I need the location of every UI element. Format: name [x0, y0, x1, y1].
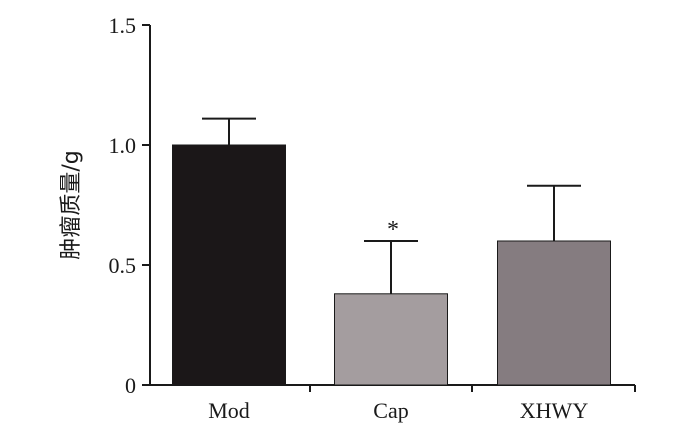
y-tick-label: 0.5 — [109, 253, 137, 278]
y-axis-title: 肿瘤质量/g — [59, 150, 84, 259]
x-tick-label: XHWY — [520, 398, 589, 423]
y-tick-label: 1.0 — [109, 133, 137, 158]
y-tick-label: 0 — [125, 373, 136, 398]
annotations: * — [387, 217, 399, 243]
bar-mod — [172, 144, 286, 386]
significance-marker: * — [387, 217, 399, 243]
y-tick-label: 1.5 — [109, 13, 137, 38]
bars — [172, 144, 611, 386]
x-tick-label: Cap — [373, 398, 408, 423]
bar-xhwy — [497, 240, 611, 386]
bar-cap — [334, 293, 448, 386]
x-axis: Mod Cap XHWY — [150, 384, 636, 423]
x-tick-label: Mod — [208, 398, 250, 423]
error-bars — [202, 117, 581, 294]
y-axis: 0 0.5 1.0 1.5 — [109, 13, 151, 398]
